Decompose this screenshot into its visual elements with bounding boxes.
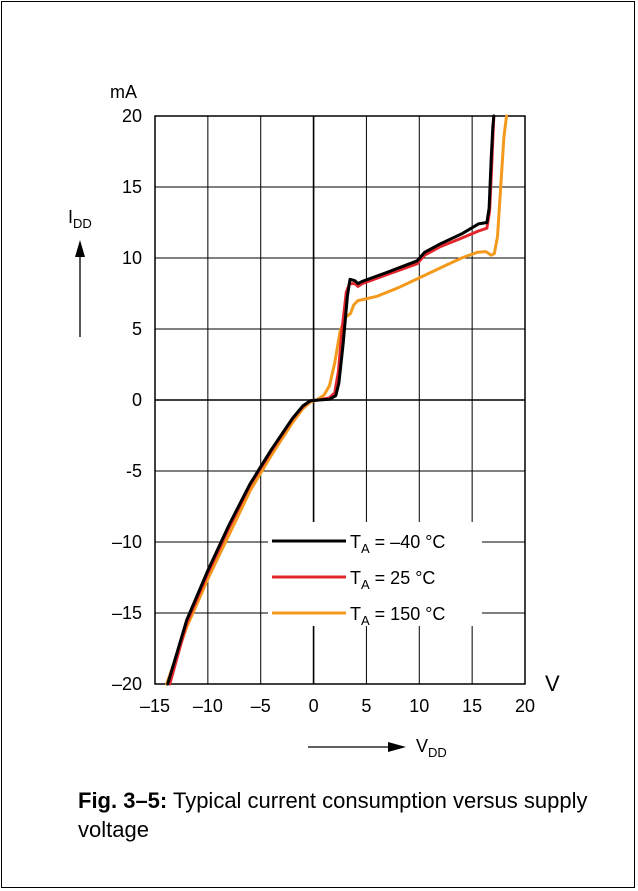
legend-label: TA = 150 °C (350, 604, 445, 628)
x-unit-label: V (545, 671, 560, 696)
x-tick-label: 10 (409, 696, 429, 716)
caption-text: Typical current consumption versus suppl… (78, 788, 588, 842)
y-tick-label: –20 (112, 674, 142, 694)
x-tick-label: 20 (515, 696, 535, 716)
y-tick-label: 5 (132, 319, 142, 339)
x-tick-label: –15 (140, 696, 170, 716)
y-tick-label: 10 (122, 248, 142, 268)
x-axis-label-main: V (416, 736, 428, 756)
y-axis-label: IDD (68, 207, 92, 231)
series-lines (165, 114, 508, 686)
legend: TA = –40 °C TA = 25 °C TA = 150 °C (268, 522, 482, 628)
figure-label: Fig. 3–5: (78, 788, 168, 813)
y-tick-label: –15 (112, 603, 142, 623)
legend-label: TA = –40 °C (350, 532, 445, 556)
x-tick-label: 15 (462, 696, 482, 716)
y-tick-label: -5 (126, 461, 142, 481)
y-axis-label-sub: DD (73, 216, 92, 231)
legend-label: TA = 25 °C (350, 568, 435, 592)
y-unit-label: mA (110, 82, 137, 102)
x-axis-label-sub: DD (428, 745, 447, 760)
figure-caption: Fig. 3–5: Typical current consumption ve… (78, 786, 598, 844)
x-tick-label: –5 (251, 696, 271, 716)
series-line (166, 114, 496, 686)
legend-background (268, 522, 482, 626)
y-tick-label: 15 (122, 177, 142, 197)
y-tick-label: 20 (122, 106, 142, 126)
x-tick-label: 5 (361, 696, 371, 716)
x-axis-label: VDD (416, 736, 447, 760)
y-axis-arrow-head (75, 240, 85, 257)
x-tick-label: –10 (193, 696, 223, 716)
y-tick-label: 0 (132, 390, 142, 410)
series-line (165, 114, 508, 686)
y-tick-label: –10 (112, 532, 142, 552)
x-tick-label: 0 (309, 696, 319, 716)
x-axis-arrow-head (388, 742, 406, 752)
y-axis-label-main: I (68, 207, 73, 227)
